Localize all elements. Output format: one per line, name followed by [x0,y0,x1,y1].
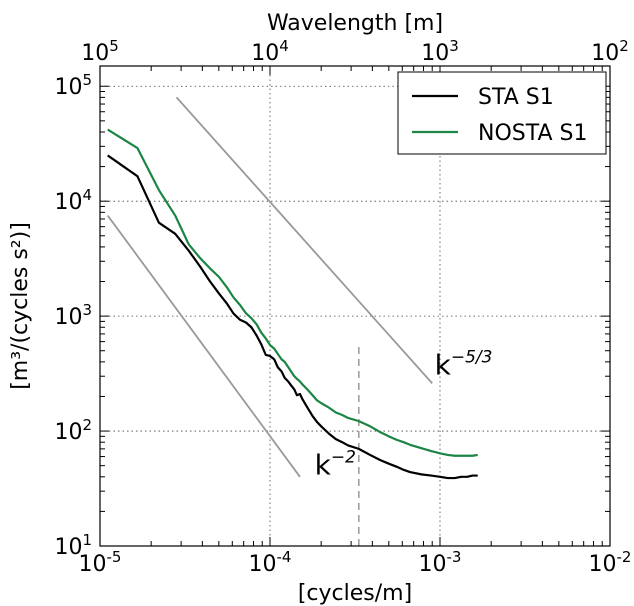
x-axis-label: [cycles/m] [298,581,412,606]
reference-label-1-base: k [315,448,332,481]
y-tick-label-3: 104 [54,186,92,215]
legend: STA S1 NOSTA S1 [397,71,607,155]
top-tick-label-0-exp: 5 [109,37,119,55]
y-tick-label-0: 101 [54,531,92,560]
legend-label-sta: STA S1 [478,85,554,110]
y-tick-label-2-exp: 3 [82,301,92,319]
reference-lines: k−5/3k−2 [106,96,493,546]
y-tick-label-1-base: 10 [54,420,82,445]
reference-label-0-base: k [435,349,452,382]
plot-frame [99,65,611,547]
top-tick-label-0: 105 [81,37,119,66]
x-tick-label-3-base: 10 [589,552,617,577]
y-tick-label-3-exp: 4 [82,186,92,204]
x-tick-label-3: 10-2 [589,548,632,577]
top-tick-label-3-base: 10 [591,41,619,66]
top-tick-label-1: 104 [251,37,289,66]
series-lines [107,128,478,480]
y-tick-label-4: 105 [54,71,92,100]
reference-label-0: k−5/3 [435,348,493,382]
top-axis-label: Wavelength [m] [267,11,443,36]
x-tick-label-2-exp: -3 [447,548,462,566]
y-tick-label-1: 102 [54,416,92,445]
series-line-1 [107,128,478,457]
x-tick-label-3-exp: -2 [617,548,632,566]
top-tick-label-3-exp: 2 [619,37,629,55]
y-tick-label-0-base: 10 [54,535,82,560]
reference-label-1-exp: −2 [331,447,356,467]
legend-label-nosta: NOSTA S1 [478,121,587,146]
top-tick-label-2-base: 10 [421,41,449,66]
y-tick-label-2-base: 10 [54,305,82,330]
top-tick-label-2-exp: 3 [449,37,459,55]
y-tick-label-1-exp: 2 [82,416,92,434]
reference-label-1: k−2 [315,447,356,481]
x-tick-label-1: 10-4 [249,548,292,577]
reference-line-0 [175,96,433,384]
x-tick-label-2: 10-3 [419,548,462,577]
top-tick-label-0-base: 10 [81,41,109,66]
y-axis-label: [m³/(cycles s²)] [8,222,33,390]
x-tick-label-1-exp: -4 [277,548,292,566]
x-tick-label-2-base: 10 [419,552,447,577]
y-tick-label-0-exp: 1 [82,531,92,549]
y-tick-label-4-base: 10 [54,75,82,100]
x-tick-label-0-base: 10 [79,552,107,577]
y-tick-label-3-base: 10 [54,190,82,215]
top-tick-label-1-base: 10 [251,41,279,66]
x-tick-label-1-base: 10 [249,552,277,577]
y-tick-label-4-exp: 5 [82,71,92,89]
top-tick-label-1-exp: 4 [279,37,289,55]
grid [100,66,610,546]
x-tick-label-0: 10-5 [79,548,122,577]
reference-label-0-exp: −5/3 [451,348,493,368]
series-line-0 [107,154,478,480]
legend-box [397,71,607,155]
top-tick-label-2: 103 [421,37,459,66]
top-tick-label-3: 102 [591,37,629,66]
reference-line-1 [106,215,301,478]
x-tick-label-0-exp: -5 [107,548,122,566]
y-tick-label-2: 103 [54,301,92,330]
